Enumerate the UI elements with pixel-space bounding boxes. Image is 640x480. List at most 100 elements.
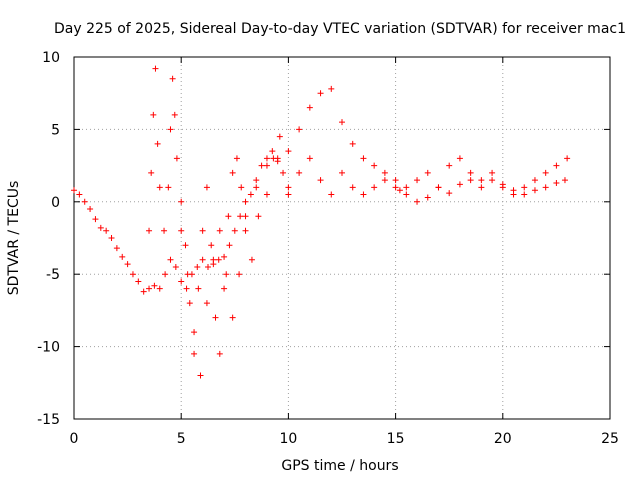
data-point [296, 126, 303, 133]
data-point [435, 184, 442, 191]
data-point [446, 162, 453, 169]
data-point [446, 190, 453, 197]
data-point [191, 329, 198, 336]
data-point [489, 169, 496, 176]
data-point [129, 271, 136, 278]
data-point [119, 253, 126, 260]
data-point [381, 177, 388, 184]
data-point [258, 162, 265, 169]
data-point [146, 227, 153, 234]
data-point [108, 235, 115, 241]
data-point [87, 206, 94, 213]
data-point [194, 263, 201, 270]
data-point [521, 191, 528, 198]
series-4 [396, 177, 568, 205]
data-point [76, 191, 83, 198]
data-point [564, 155, 571, 162]
data-point [242, 213, 249, 220]
data-point [360, 191, 367, 198]
data-point [173, 155, 180, 162]
data-point [478, 184, 485, 191]
data-point [489, 177, 496, 184]
data-point [253, 184, 260, 191]
data-point [424, 194, 431, 201]
data-point [456, 155, 463, 162]
data-point [191, 350, 198, 357]
data-point [208, 242, 215, 249]
data-point [274, 155, 281, 162]
data-point [247, 191, 254, 198]
data-point [339, 169, 345, 176]
data-point [521, 184, 528, 191]
data-point [203, 300, 210, 307]
data-point [154, 140, 161, 147]
data-point [542, 169, 549, 176]
data-point [328, 191, 335, 198]
data-point [135, 278, 142, 285]
data-point [285, 191, 292, 198]
data-point [221, 285, 228, 292]
data-point [226, 242, 233, 249]
series-2 [146, 65, 399, 357]
data-point [184, 271, 191, 278]
data-point [403, 184, 410, 191]
data-point [349, 140, 356, 147]
data-point [306, 104, 313, 111]
data-point [285, 148, 292, 155]
data-point [414, 198, 421, 205]
data-point [285, 184, 292, 191]
data-point [317, 90, 324, 97]
y-tick-label: -5 [46, 267, 60, 283]
data-point [542, 184, 549, 191]
x-tick-label: 15 [387, 431, 405, 447]
data-point [152, 65, 159, 72]
data-point [339, 119, 345, 126]
data-point [392, 177, 399, 184]
data-point [167, 256, 174, 263]
data-point [467, 169, 474, 176]
data-point [124, 261, 131, 268]
x-tick-label: 5 [177, 431, 186, 447]
data-point [199, 256, 206, 263]
data-point [263, 191, 270, 198]
data-point [456, 181, 463, 188]
data-point [371, 162, 378, 169]
data-point [531, 177, 538, 184]
data-point [216, 350, 223, 357]
series-1 [71, 148, 292, 295]
y-tick-label: -10 [37, 340, 60, 356]
data-point [223, 271, 230, 278]
data-point [215, 256, 222, 263]
data-point [424, 169, 431, 176]
data-point [306, 155, 313, 162]
data-point [156, 285, 163, 292]
data-point [242, 198, 249, 205]
data-point [183, 285, 190, 292]
data-point [146, 285, 153, 292]
data-point [140, 288, 147, 295]
data-point [203, 184, 210, 191]
data-point [414, 177, 421, 184]
data-point [97, 224, 104, 231]
data-point [229, 314, 236, 321]
data-point [167, 126, 174, 133]
x-tick-label: 10 [279, 431, 297, 447]
data-points [71, 65, 571, 379]
data-point [216, 227, 223, 234]
chart-title: Day 225 of 2025, Sidereal Day-to-day VTE… [54, 21, 626, 37]
data-point [169, 75, 176, 82]
data-point [156, 184, 163, 191]
data-point [165, 184, 172, 191]
data-point [510, 187, 517, 194]
data-point [236, 271, 243, 278]
plot-frame [73, 56, 611, 420]
data-point [197, 372, 204, 379]
data-point [81, 198, 88, 205]
data-point [248, 256, 255, 263]
data-point [392, 184, 399, 191]
data-point [238, 184, 245, 191]
data-point [233, 155, 240, 162]
data-point [263, 162, 270, 169]
data-point [103, 227, 110, 234]
